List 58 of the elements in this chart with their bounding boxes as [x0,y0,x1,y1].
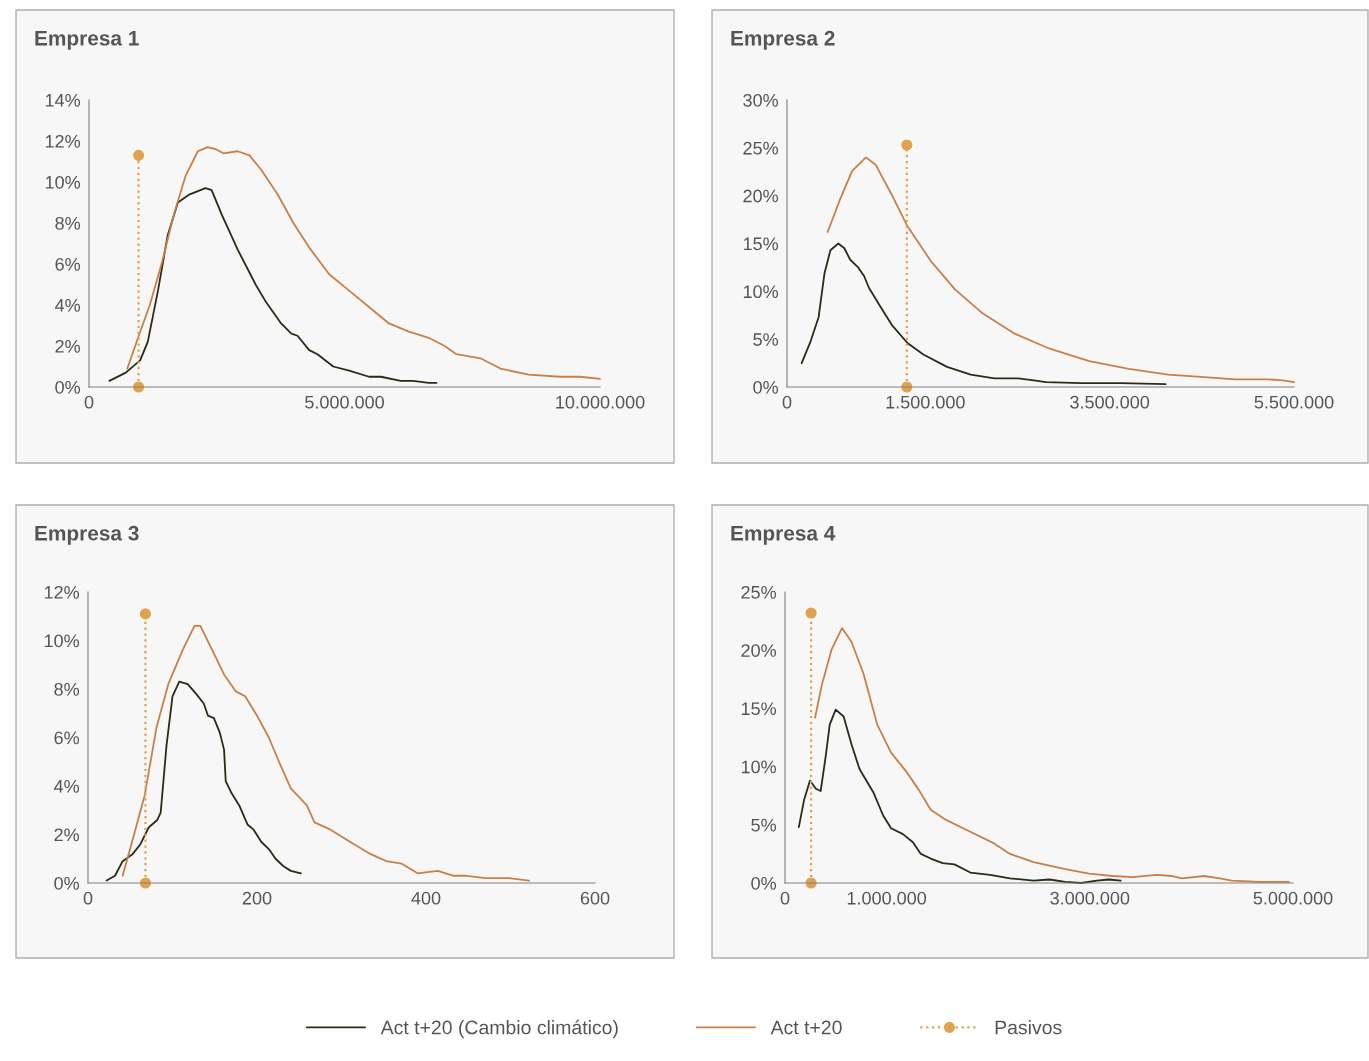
y-tick-label: 8% [55,216,81,230]
line-series [814,627,1290,883]
y-tick-label: 30% [743,93,779,107]
x-tick-label: 0 [780,891,790,905]
y-tick-label: 5% [753,333,779,346]
x-tick-label: 0 [83,891,93,905]
line-series [826,156,1295,384]
y-tick-label: 4% [53,780,80,793]
y-tick-label: 0% [55,380,81,394]
y-tick-label: 2% [54,828,80,842]
line-series [105,680,302,882]
x-tick-label: 10.000.000 [556,395,645,409]
y-tick-label: 25% [741,585,777,599]
y-tick-label: 20% [741,644,777,657]
chart-title: Empresa 3 [35,525,139,545]
y-tick-label: 0% [753,380,779,394]
x-tick-label: 0 [84,395,94,409]
chart-title: Empresa 4 [731,526,836,545]
y-tick-label: 0% [751,876,777,890]
x-tick-label: 400 [411,891,441,905]
x-tick-label: 5.000.000 [305,395,384,409]
y-tick-label: 25% [743,141,779,155]
x-tick-label: 5.500.000 [1254,395,1334,409]
line-series [800,242,1167,386]
x-tick-label: 200 [242,891,272,905]
y-tick-label: 6% [54,731,80,745]
line-series [797,708,1122,884]
y-tick-label: 4% [54,299,81,312]
x-tick-label: 1.000.000 [847,891,927,905]
chart-title: Empresa 1 [35,31,139,50]
x-tick-label: 5.000.000 [1253,891,1333,905]
y-tick-label: 15% [743,237,779,251]
x-tick-label: 3.000.000 [1050,891,1130,905]
y-tick-label: 6% [55,257,81,271]
y-tick-label: 5% [751,818,777,832]
legend-label: Act t+20 [770,1020,842,1035]
y-tick-label: 0% [54,876,80,890]
line-series [108,187,438,384]
legend-label: Act t+20 (Cambio climático) [380,1019,618,1039]
y-tick-label: 2% [55,339,81,353]
chart-title: Empresa 2 [731,30,835,50]
y-tick-label: 10% [741,760,777,774]
x-tick-label: 1.500.000 [886,395,965,409]
legend-label: Pasivos [995,1020,1062,1035]
y-tick-label: 8% [54,682,80,696]
y-tick-label: 12% [45,134,81,148]
line-series [121,625,530,882]
y-tick-label: 14% [45,94,81,107]
x-tick-label: 0 [782,395,792,409]
y-tick-label: 15% [741,702,777,716]
y-tick-label: 10% [45,175,81,189]
y-tick-label: 20% [743,189,779,203]
x-tick-label: 600 [580,891,610,905]
x-tick-label: 3.500.000 [1070,395,1150,409]
y-tick-label: 12% [44,585,80,599]
line-series [126,146,601,380]
y-tick-label: 10% [743,285,779,299]
y-tick-label: 10% [44,634,80,648]
